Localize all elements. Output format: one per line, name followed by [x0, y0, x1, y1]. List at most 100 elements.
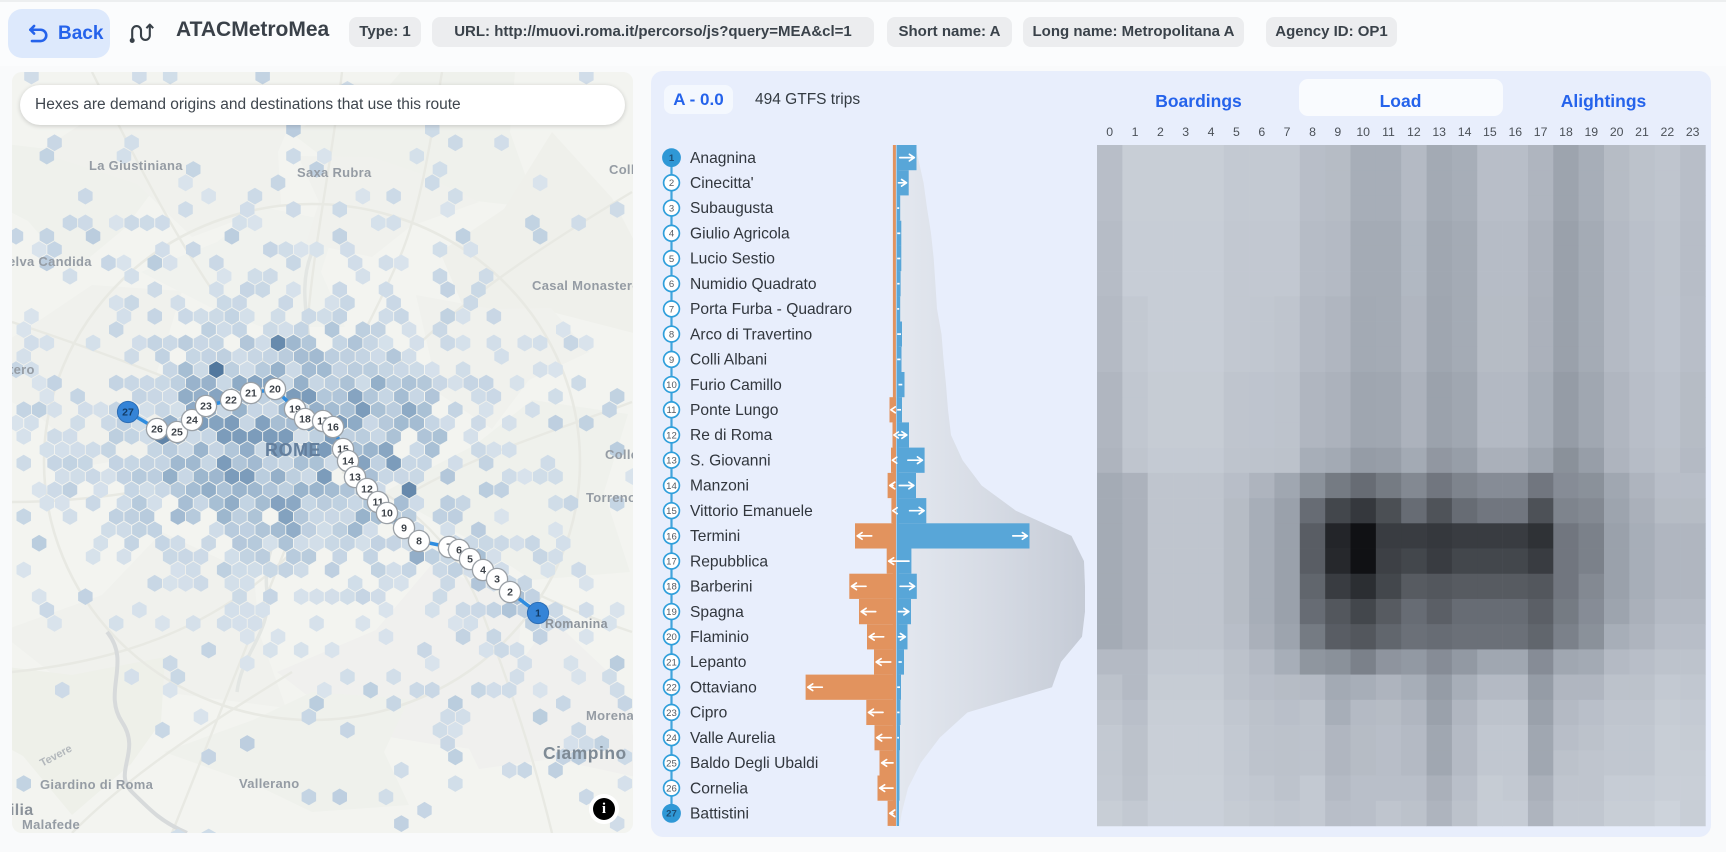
svg-text:19: 19 — [1584, 125, 1598, 139]
svg-text:Saxa Rubra: Saxa Rubra — [297, 165, 372, 180]
svg-text:21: 21 — [245, 388, 257, 400]
svg-text:17: 17 — [666, 557, 677, 568]
svg-text:20: 20 — [1610, 125, 1624, 139]
svg-text:9: 9 — [669, 355, 674, 366]
svg-text:4: 4 — [669, 229, 675, 240]
svg-text:Arco di Travertino: Arco di Travertino — [690, 326, 813, 343]
svg-text:10: 10 — [381, 508, 393, 520]
svg-text:Torreno: Torreno — [586, 490, 633, 505]
svg-text:2: 2 — [1157, 125, 1164, 139]
svg-text:Lepanto: Lepanto — [690, 654, 747, 671]
svg-text:Colle: Colle — [605, 447, 633, 462]
svg-text:Ottaviano: Ottaviano — [690, 679, 757, 696]
svg-text:10: 10 — [666, 380, 677, 391]
svg-text:3: 3 — [494, 574, 500, 586]
svg-text:15: 15 — [1483, 125, 1497, 139]
svg-text:11: 11 — [667, 405, 677, 416]
svg-text:ilia: ilia — [12, 802, 33, 819]
svg-text:25: 25 — [171, 427, 183, 439]
svg-text:17: 17 — [1534, 125, 1548, 139]
svg-text:Porta Furba - Quadraro: Porta Furba - Quadraro — [690, 301, 852, 318]
svg-text:4: 4 — [1208, 125, 1215, 139]
svg-text:S. Giovanni: S. Giovanni — [690, 452, 771, 469]
svg-text:20: 20 — [269, 384, 281, 396]
svg-text:9: 9 — [401, 523, 407, 535]
svg-text:Valle Aurelia: Valle Aurelia — [690, 730, 776, 747]
svg-text:18: 18 — [299, 414, 311, 426]
svg-text:13: 13 — [666, 456, 677, 467]
svg-text:22: 22 — [666, 683, 677, 694]
svg-text:20: 20 — [666, 632, 677, 643]
svg-text:14: 14 — [342, 456, 354, 468]
svg-text:4: 4 — [480, 565, 486, 577]
svg-text:3: 3 — [1182, 125, 1189, 139]
svg-text:19: 19 — [666, 607, 677, 618]
svg-text:6: 6 — [669, 279, 674, 290]
svg-text:8: 8 — [669, 330, 674, 341]
svg-text:14: 14 — [666, 481, 677, 492]
svg-text:23: 23 — [666, 708, 677, 719]
svg-text:5: 5 — [467, 554, 473, 566]
svg-text:2: 2 — [507, 587, 513, 599]
svg-text:13: 13 — [1432, 125, 1446, 139]
svg-text:26: 26 — [666, 784, 677, 795]
svg-text:27: 27 — [666, 809, 677, 820]
svg-text:8: 8 — [416, 536, 422, 548]
svg-text:3: 3 — [669, 204, 674, 215]
svg-text:Vallerano: Vallerano — [239, 776, 300, 791]
svg-text:15: 15 — [666, 506, 677, 517]
svg-text:12: 12 — [1407, 125, 1421, 139]
svg-text:Colli Albani: Colli Albani — [690, 352, 767, 369]
svg-text:23: 23 — [200, 401, 212, 413]
svg-text:11: 11 — [1382, 125, 1395, 139]
svg-text:14: 14 — [1458, 125, 1472, 139]
svg-text:1: 1 — [535, 608, 541, 620]
svg-text:16: 16 — [1508, 125, 1522, 139]
svg-text:6: 6 — [1258, 125, 1265, 139]
svg-text:8: 8 — [1309, 125, 1316, 139]
svg-text:Numidio Quadrato: Numidio Quadrato — [690, 276, 817, 293]
svg-text:Manzoni: Manzoni — [690, 478, 749, 495]
svg-text:16: 16 — [327, 422, 339, 434]
svg-text:24: 24 — [186, 415, 198, 427]
svg-text:Baldo Degli Ubaldi: Baldo Degli Ubaldi — [690, 755, 818, 772]
svg-text:Malafede: Malafede — [22, 817, 80, 832]
svg-text:12: 12 — [666, 430, 677, 441]
svg-text:21: 21 — [1635, 125, 1649, 139]
svg-text:1: 1 — [1132, 125, 1139, 139]
svg-text:Morena: Morena — [586, 708, 633, 723]
svg-text:18: 18 — [1559, 125, 1573, 139]
svg-text:Ponte Lungo: Ponte Lungo — [690, 402, 779, 419]
svg-text:25: 25 — [666, 758, 677, 769]
svg-text:9: 9 — [1334, 125, 1341, 139]
svg-text:15: 15 — [337, 444, 349, 456]
svg-text:16: 16 — [666, 531, 677, 542]
svg-text:Ciampino: Ciampino — [543, 743, 627, 763]
svg-text:10: 10 — [1356, 125, 1370, 139]
svg-text:11: 11 — [372, 497, 383, 509]
svg-text:5: 5 — [1233, 125, 1240, 139]
svg-text:22: 22 — [225, 395, 237, 407]
svg-text:0: 0 — [1106, 125, 1113, 139]
svg-text:6: 6 — [456, 545, 462, 557]
svg-text:24: 24 — [666, 733, 677, 744]
svg-text:26: 26 — [151, 424, 163, 436]
svg-text:2: 2 — [669, 178, 674, 189]
svg-text:Colle: Colle — [609, 162, 633, 177]
svg-text:Barberini: Barberini — [690, 579, 752, 596]
svg-text:Termini: Termini — [690, 528, 740, 545]
svg-text:23: 23 — [1686, 125, 1700, 139]
svg-text:elva Candida: elva Candida — [12, 254, 92, 269]
svg-text:ROME: ROME — [265, 440, 321, 460]
svg-text:1: 1 — [669, 153, 675, 164]
svg-text:Anagnina: Anagnina — [690, 150, 756, 167]
svg-text:Romanina: Romanina — [545, 617, 609, 631]
svg-text:Cipro: Cipro — [690, 705, 728, 722]
svg-text:19: 19 — [289, 404, 301, 416]
svg-text:Lucio Sestio: Lucio Sestio — [690, 251, 775, 268]
svg-text:Repubblica: Repubblica — [690, 553, 768, 570]
svg-text:tero: tero — [12, 362, 35, 377]
svg-text:27: 27 — [122, 407, 134, 419]
svg-text:Casal Monastero: Casal Monastero — [532, 278, 633, 293]
svg-text:Giardino di Roma: Giardino di Roma — [40, 777, 154, 792]
